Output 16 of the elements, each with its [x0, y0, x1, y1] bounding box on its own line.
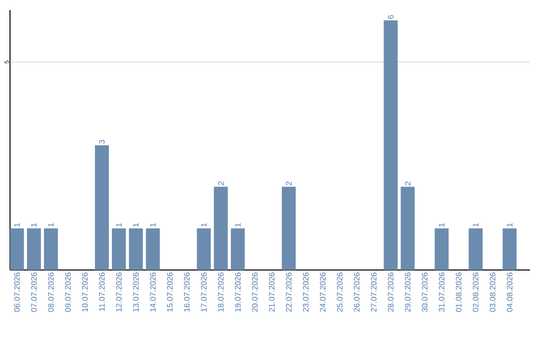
bar: [94, 145, 109, 270]
bar: [128, 228, 143, 270]
bar: [230, 228, 245, 270]
bar: [214, 186, 228, 270]
bar: [112, 228, 126, 270]
bar: [44, 228, 58, 270]
bar: [384, 20, 398, 270]
bar: [502, 228, 517, 270]
bar: [196, 228, 211, 270]
bar: [400, 186, 415, 270]
bar: [434, 228, 449, 270]
bar: [468, 228, 483, 270]
bar: [282, 186, 296, 270]
bar: [146, 228, 160, 270]
bar: [10, 228, 24, 270]
bar: [26, 228, 41, 270]
